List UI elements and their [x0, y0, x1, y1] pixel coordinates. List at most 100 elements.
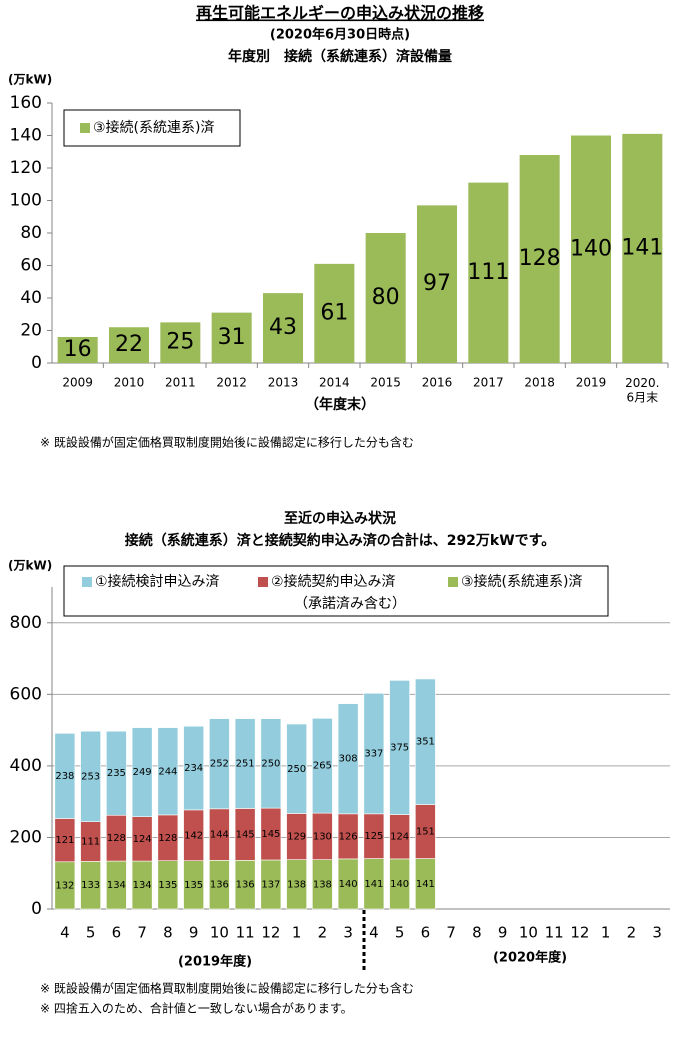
x-tick-label: 11: [236, 924, 255, 942]
x-tick-label: 4: [369, 924, 379, 942]
data-label: 140: [390, 879, 409, 890]
y-tick-label: 100: [10, 191, 42, 211]
data-label: 134: [133, 880, 152, 891]
data-label: 138: [287, 879, 306, 890]
y-tick-label: 140: [10, 126, 42, 146]
y-tick-label: 80: [20, 223, 42, 243]
data-label: 128: [107, 833, 126, 844]
data-label: 375: [390, 742, 409, 753]
bar-segment: [415, 678, 436, 805]
data-label: 135: [184, 880, 203, 891]
x-tick-label: 9: [189, 924, 199, 942]
bar-segment: [131, 727, 153, 817]
data-label: 16: [64, 337, 92, 362]
note: ※ 既設設備が固定価格買取制度開始後に設備認定に移行した分も含む: [40, 981, 414, 996]
bar-segment: [312, 718, 333, 814]
data-label: 337: [364, 749, 383, 760]
y-tick-label: 800: [10, 613, 42, 633]
x-tick-label: 2020. 6月末: [625, 376, 659, 404]
data-label: 136: [210, 880, 229, 891]
bar: [211, 312, 252, 363]
data-label: 43: [269, 315, 297, 340]
x-tick-label: 1: [292, 924, 302, 942]
bar-segment: [183, 725, 204, 811]
x-tick-label: 11: [545, 924, 564, 942]
x-tick-label: 3: [652, 924, 662, 942]
data-label: 142: [184, 830, 203, 841]
chart-subtitle: 年度別 接続（系統連系）済設備量: [228, 48, 452, 65]
data-label: 145: [261, 829, 280, 840]
legend-label: ③接続(系統連系)済: [93, 119, 214, 136]
data-label: 129: [287, 832, 306, 843]
bar: [365, 233, 406, 363]
data-label: 140: [339, 879, 358, 890]
x-tick-label: 2011: [165, 376, 196, 390]
bar: [622, 133, 663, 363]
bar: [519, 155, 560, 363]
data-label: 238: [55, 771, 74, 782]
bar-segment: [54, 733, 76, 819]
data-label: 244: [158, 766, 177, 777]
x-tick-label: 8: [472, 924, 482, 942]
legend-label: ③接続(系統連系)済: [461, 573, 582, 590]
x-tick-label: 10: [210, 924, 229, 942]
data-label: 111: [467, 260, 509, 285]
data-label: 235: [107, 768, 126, 779]
data-label: 250: [287, 764, 306, 775]
x-tick-label: 2013: [268, 376, 299, 390]
bar: [160, 322, 201, 363]
bar-segment: [337, 703, 359, 815]
y-tick-label: 200: [10, 827, 42, 847]
data-label: 251: [236, 759, 255, 770]
unit-label: (万kW): [8, 73, 52, 87]
data-label: 128: [158, 833, 177, 844]
data-label: 145: [236, 829, 255, 840]
x-tick-label: 2018: [524, 376, 555, 390]
x-tick-label: 2014: [319, 376, 350, 390]
data-label: 265: [313, 761, 332, 772]
data-label: 134: [107, 880, 126, 891]
legend-note: （承諾済み含む）: [294, 596, 406, 612]
x-tick-label: 3: [343, 924, 353, 942]
x-tick-label: 4: [60, 924, 70, 942]
x-tick-label: 12: [261, 924, 280, 942]
data-label: 25: [166, 330, 194, 355]
x-tick-label: 6: [112, 924, 122, 942]
bar-segment: [209, 718, 230, 810]
data-label: 124: [390, 832, 409, 843]
legend-label: ②接続契約申込み済: [271, 573, 396, 590]
x-tick-label: 10: [519, 924, 538, 942]
y-tick-label: 600: [10, 684, 42, 704]
y-tick-label: 400: [10, 756, 42, 776]
data-label: 136: [236, 880, 255, 891]
data-label: 252: [210, 759, 229, 770]
bar: [57, 337, 98, 363]
data-label: 137: [261, 879, 280, 890]
x-tick-label: 2015: [370, 376, 401, 390]
data-label: 31: [218, 325, 246, 350]
y-tick-label: 40: [20, 288, 42, 308]
data-label: 61: [320, 300, 348, 325]
x-tick-label: 2: [318, 924, 328, 942]
data-label: 133: [81, 880, 100, 891]
x-tick-label: 6: [421, 924, 431, 942]
chart-title: 至近の申込み状況: [284, 510, 396, 527]
data-label: 249: [133, 767, 152, 778]
chart-title: 再生可能エネルギーの申込み状況の推移: [196, 4, 484, 23]
bar: [262, 293, 304, 363]
y-tick-label: 20: [20, 321, 42, 341]
x-tick-label: 8: [163, 924, 173, 942]
y-tick-label: 0: [31, 899, 42, 919]
note: ※ 既設設備が固定価格買取制度開始後に設備認定に移行した分も含む: [40, 435, 414, 450]
data-label: 140: [570, 236, 612, 261]
legend-swatch: [80, 123, 90, 133]
x-tick-label: 5: [86, 924, 96, 942]
x-axis-label: （年度末）: [305, 396, 375, 413]
legend-box: [63, 109, 241, 147]
x-tick-label: 9: [498, 924, 508, 942]
data-label: 121: [55, 835, 74, 846]
legend-label: ①接続検討申込み済: [95, 573, 220, 590]
x-tick-label: 12: [570, 924, 589, 942]
x-tick-label: 2009: [62, 376, 93, 390]
data-label: 234: [184, 763, 203, 774]
